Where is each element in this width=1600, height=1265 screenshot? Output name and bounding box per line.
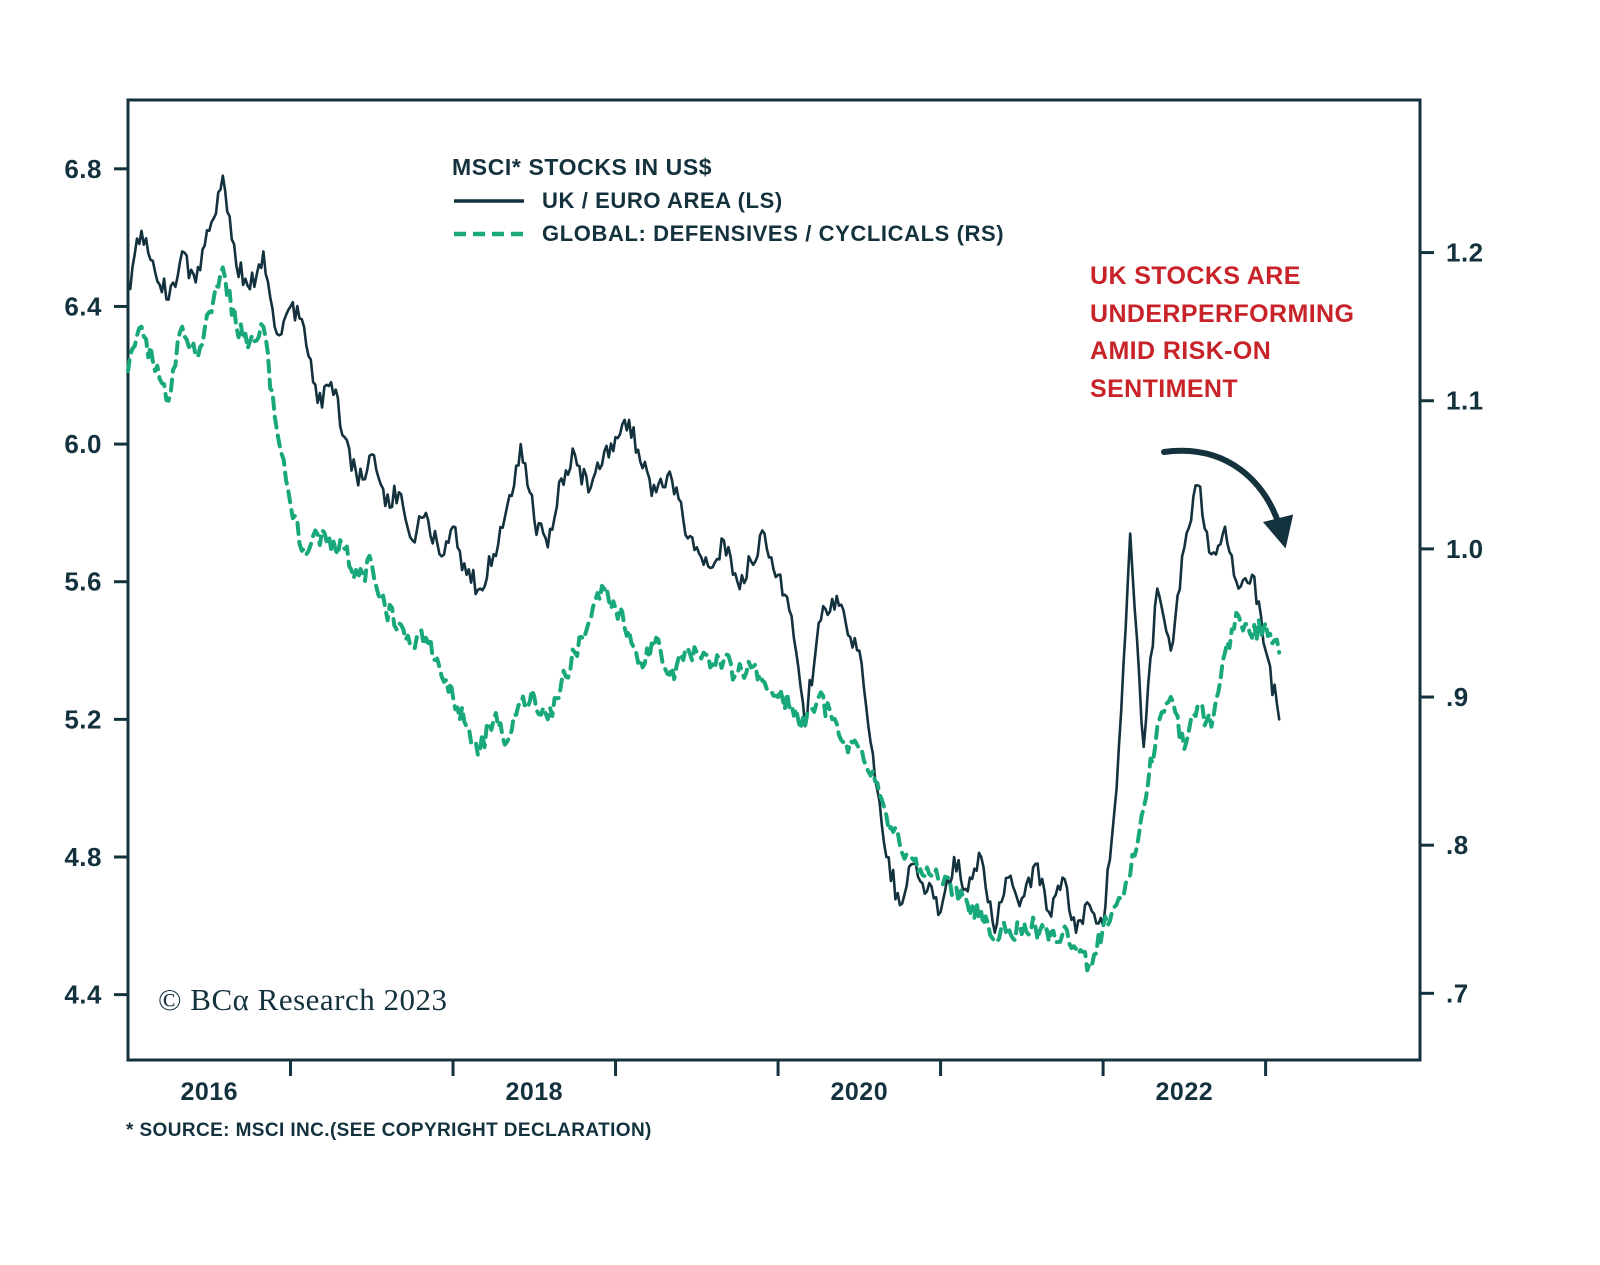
right-axis-tick-label: .9: [1446, 682, 1469, 712]
legend-label-uk-euro: UK / EURO AREA (LS): [542, 188, 783, 213]
x-axis-year-label: 2018: [505, 1078, 563, 1106]
plot-frame: [126, 98, 1422, 1062]
plot-area: 6.8 6.4 6.0 5.6 5.2 4.8 4.4 1.2 1.1 1.0 .9 .8 .7 2016…: [64, 98, 1484, 1106]
left-axis-tick-label: 4.4: [64, 980, 102, 1010]
legend-item-defensives-cyclicals: GLOBAL: DEFENSIVES / CYCLICALS (RS): [452, 221, 1004, 247]
left-axis-tick-label: 5.2: [64, 704, 102, 734]
left-axis-tick-label: 6.0: [64, 429, 102, 459]
left-axis-tick-label: 4.8: [64, 842, 102, 872]
chart-legend: MSCI* STOCKS IN US$ UK / EURO AREA (LS) …: [452, 154, 1004, 247]
solid-line-swatch-icon: [454, 199, 524, 203]
right-axis-tick-label: 1.1: [1446, 386, 1484, 416]
legend-label-defensives-cyclicals: GLOBAL: DEFENSIVES / CYCLICALS (RS): [542, 221, 1005, 246]
left-axis-tick-label: 6.4: [64, 291, 102, 321]
right-axis-tick-label: 1.0: [1446, 534, 1484, 564]
source-footnote: * SOURCE: MSCI INC.(SEE COPYRIGHT DECLAR…: [126, 1120, 652, 1141]
copyright-notice: © BCα Research 2023: [158, 982, 448, 1017]
x-axis-year-label: 2022: [1156, 1078, 1214, 1106]
x-axis-year-label: 2016: [180, 1078, 238, 1106]
trend-arrow-curve: [1161, 447, 1294, 549]
dashed-line-swatch-icon: [454, 231, 524, 237]
legend-item-uk-euro: UK / EURO AREA (LS): [452, 188, 1004, 214]
right-axis-tick-label: 1.2: [1446, 238, 1484, 268]
series-line-uk-euro: [126, 174, 1281, 934]
right-axis-tick-label: .8: [1446, 830, 1469, 860]
legend-title: MSCI* STOCKS IN US$: [452, 154, 713, 180]
left-axis-tick-label: 6.8: [64, 154, 102, 184]
right-axis-tick-label: .7: [1446, 978, 1469, 1008]
series-line-defensives-cyclicals: [126, 265, 1282, 973]
trend-arrow: [1161, 447, 1294, 549]
x-axis-year-label: 2020: [831, 1078, 889, 1106]
left-axis-tick-label: 5.6: [64, 567, 102, 597]
risk-annotation: UK STOCKS ARE UNDERPERFORMING AMID RISK-…: [1090, 262, 1355, 403]
